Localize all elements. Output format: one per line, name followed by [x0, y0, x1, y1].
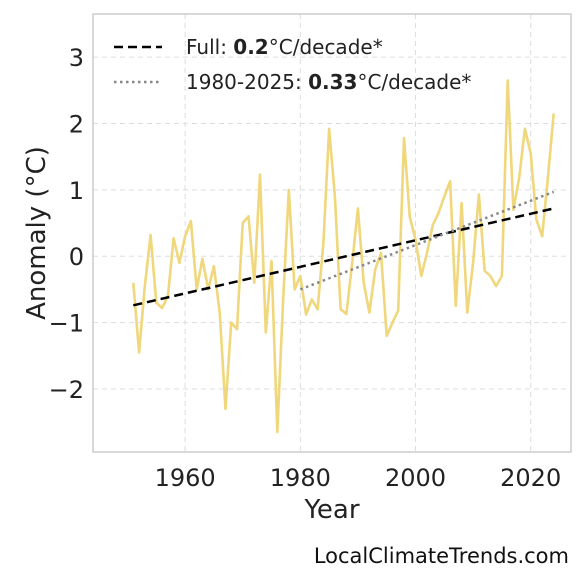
- x-tick-label: 2020: [500, 464, 561, 492]
- x-tick-label: 2000: [385, 464, 446, 492]
- legend-suffix: °C/decade*: [269, 35, 383, 59]
- y-tick-label: 2: [69, 111, 84, 139]
- y-axis-label: Anomaly (°C): [22, 146, 52, 320]
- y-tick-label: 1: [69, 177, 84, 205]
- y-tick-label: 3: [69, 44, 84, 72]
- legend-suffix: °C/decade*: [357, 70, 471, 94]
- plot-area-frame: [92, 13, 572, 453]
- site-credit: LocalClimateTrends.com: [313, 544, 569, 568]
- trend-layer: [133, 190, 555, 307]
- grid-layer: [93, 14, 571, 452]
- x-axis-label: Year: [303, 495, 359, 525]
- legend-label-full-trend: Full: 0.2°C/decade*: [186, 35, 383, 59]
- y-tick-label: −1: [49, 310, 84, 338]
- legend-rate-value: 0.33: [308, 70, 357, 94]
- legend-prefix: Full:: [186, 35, 233, 59]
- legend: Full: 0.2°C/decade* 1980-2025: 0.33°C/de…: [114, 35, 471, 94]
- y-tick-label: −2: [49, 376, 84, 404]
- x-tick-label: 1960: [155, 464, 216, 492]
- tick-labels: 1960 1980 2000 2020 −2 −1 0 1 2 3: [49, 44, 562, 492]
- trend-line-full: [133, 207, 555, 307]
- legend-rate-value: 0.2: [233, 35, 268, 59]
- y-tick-label: 0: [69, 243, 84, 271]
- anomaly-series-line: [132, 79, 555, 434]
- x-tick-label: 1980: [270, 464, 331, 492]
- legend-prefix: 1980-2025:: [186, 70, 308, 94]
- series-layer: [132, 79, 555, 434]
- legend-label-recent-trend: 1980-2025: 0.33°C/decade*: [186, 70, 471, 94]
